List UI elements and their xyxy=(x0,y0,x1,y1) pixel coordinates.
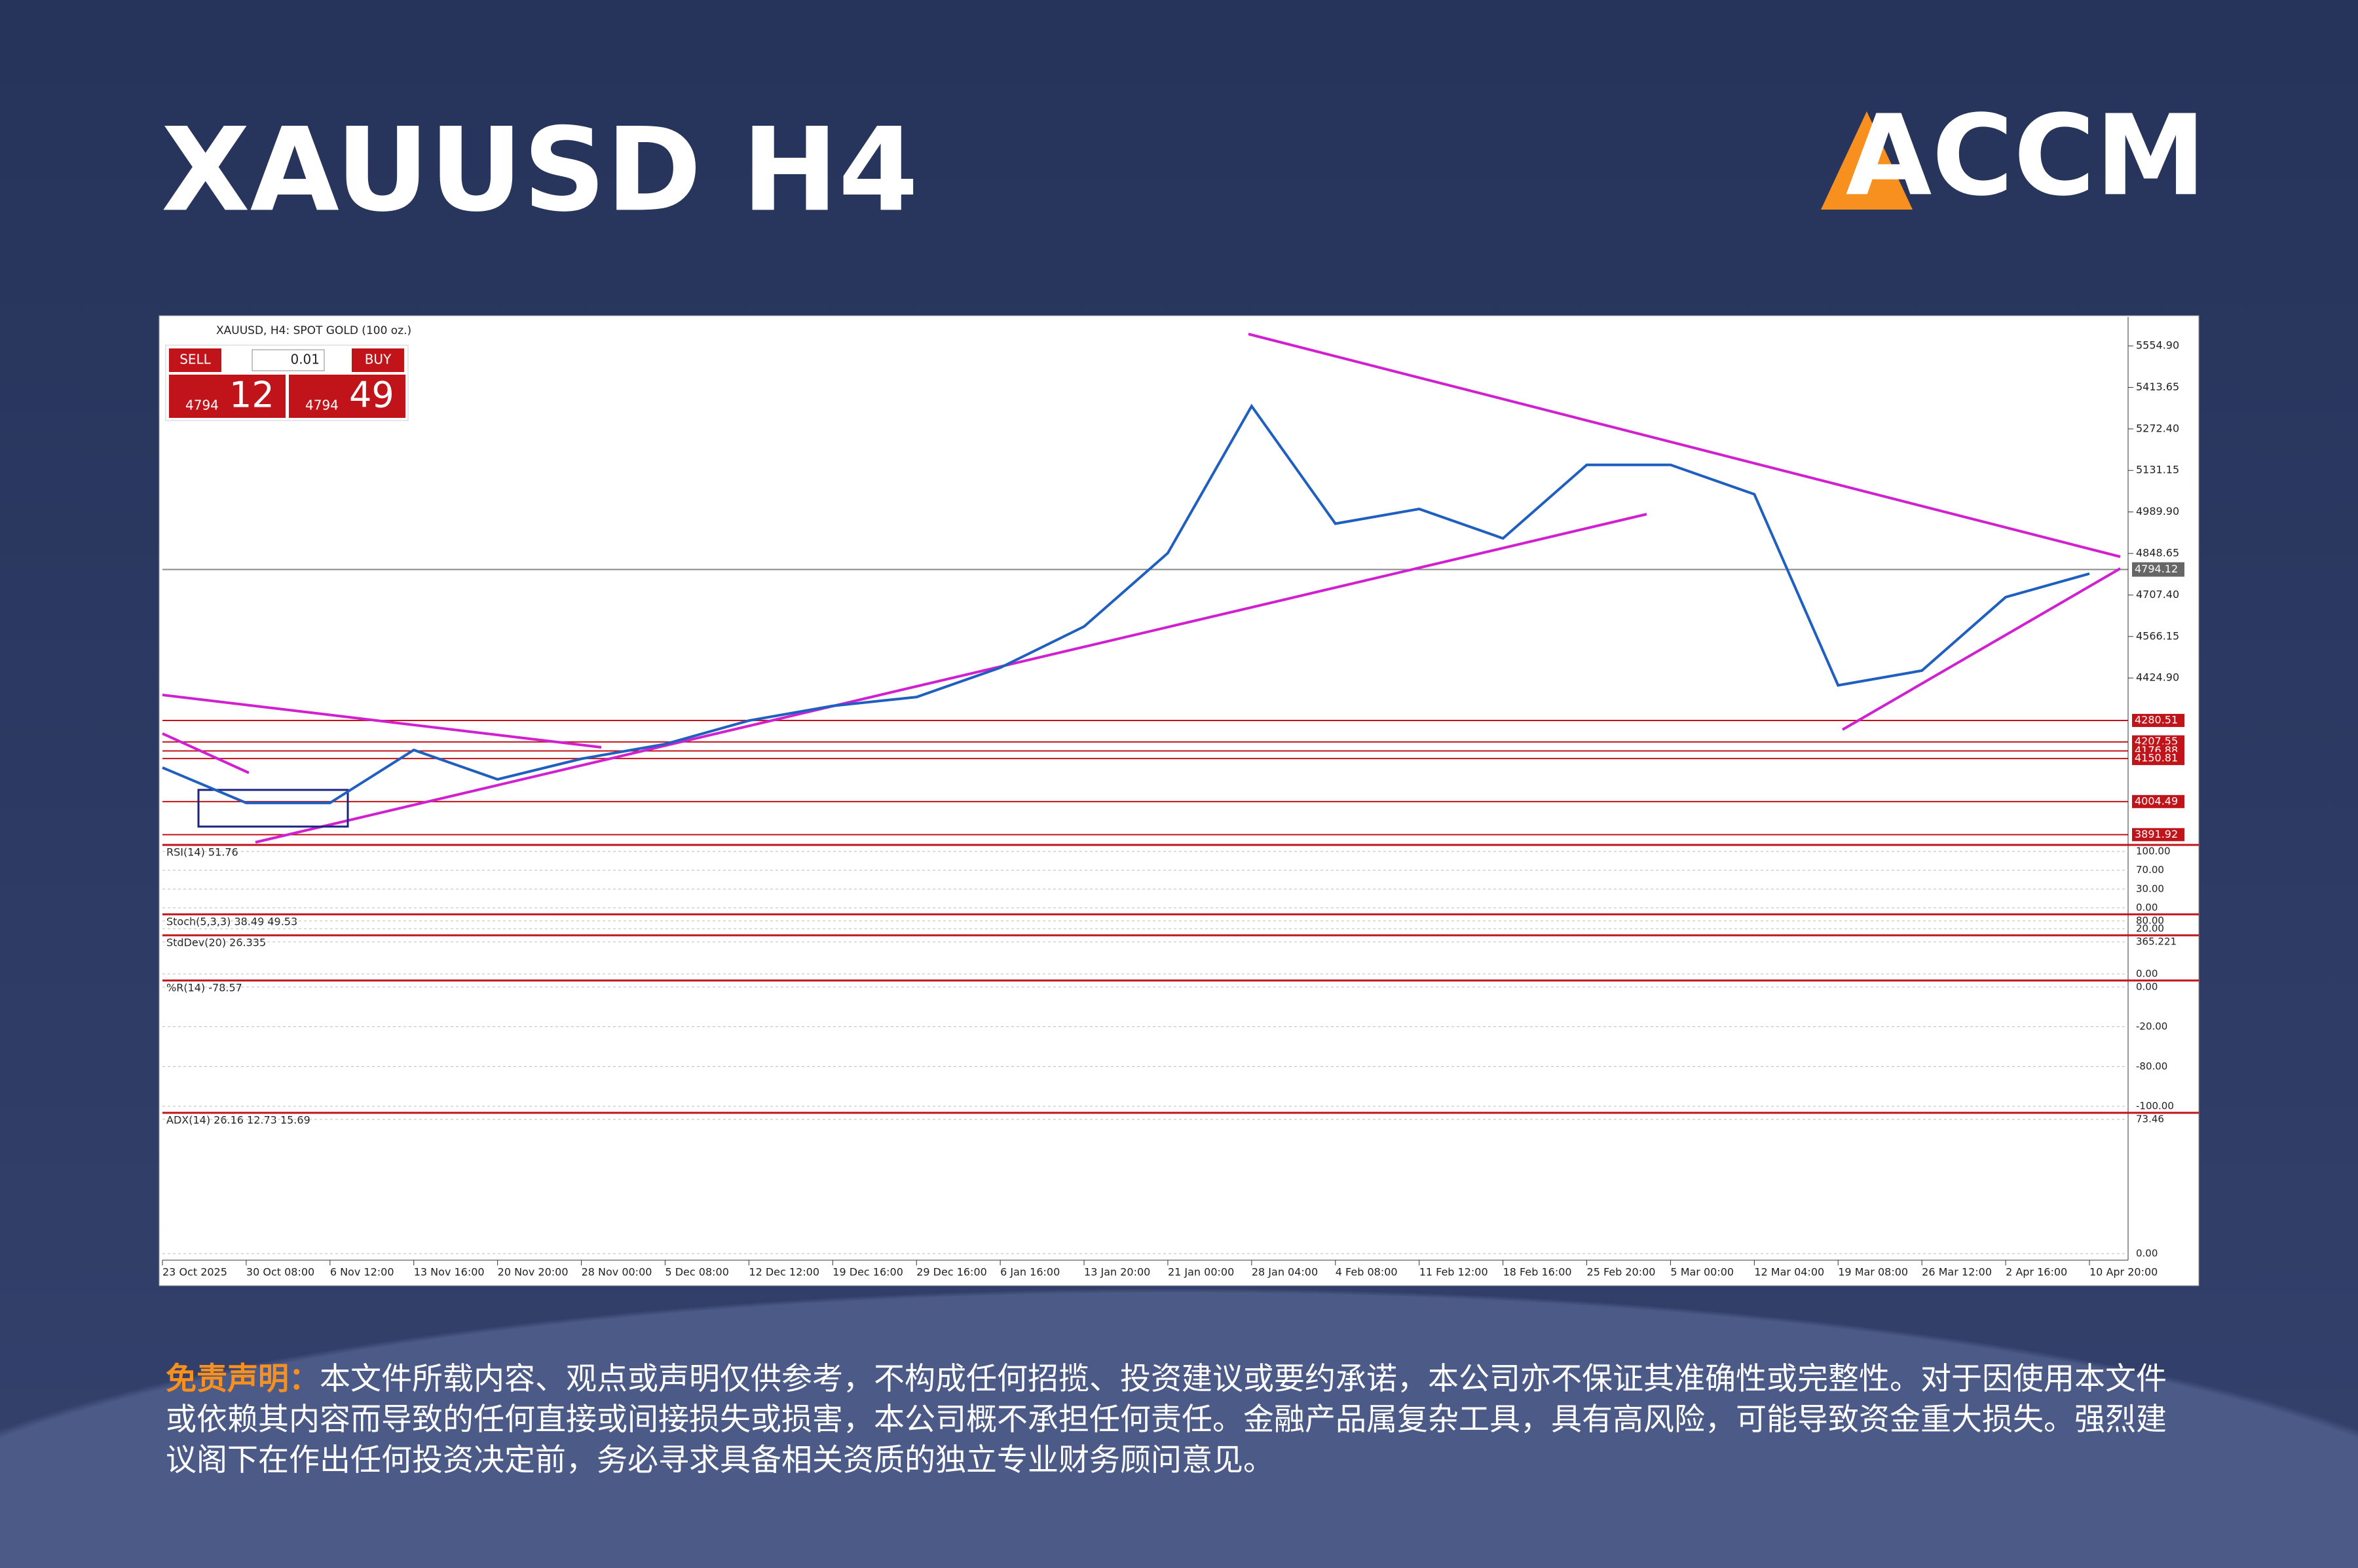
x-tick-label: 4 Feb 08:00 xyxy=(1336,1266,1398,1279)
indicator-label: StdDev(20) 26.335 xyxy=(166,937,266,949)
indicator-scale-label: 30.00 xyxy=(2136,883,2164,895)
y-tick-label: 4848.65 xyxy=(2136,547,2179,559)
price-line xyxy=(162,403,2090,804)
y-tick-label: 5554.90 xyxy=(2136,339,2179,352)
chart-panel xyxy=(159,315,2199,1286)
y-tick-label: 4566.15 xyxy=(2136,629,2179,642)
x-tick-label: 23 Oct 2025 xyxy=(162,1266,227,1279)
indicator-scale-label: 70.00 xyxy=(2136,864,2164,876)
y-tick-label: 4424.90 xyxy=(2136,671,2179,684)
trend-line xyxy=(162,732,250,774)
x-tick-label: 12 Mar 04:00 xyxy=(1754,1266,1824,1279)
current-price-box xyxy=(2132,562,2184,577)
sell-price-box xyxy=(169,375,286,418)
y-tick-label: 4707.40 xyxy=(2136,588,2179,601)
x-tick-label: 28 Jan 04:00 xyxy=(1252,1266,1318,1279)
indicator-scale-label: 0.00 xyxy=(2136,981,2158,993)
level-label-box xyxy=(2132,752,2184,766)
range-box xyxy=(197,789,349,828)
level-label-box xyxy=(2132,828,2184,842)
x-tick-label: 19 Mar 08:00 xyxy=(1838,1266,1908,1279)
indicator-scale-label: -20.00 xyxy=(2136,1020,2167,1032)
x-tick-label: 5 Dec 08:00 xyxy=(665,1266,728,1279)
level-label: 4280.51 xyxy=(2135,713,2178,726)
indicator-scale-label: 0.00 xyxy=(2136,902,2158,914)
x-tick-label: 28 Nov 00:00 xyxy=(582,1266,652,1279)
x-tick-label: 10 Apr 20:00 xyxy=(2089,1266,2158,1279)
indicator-label: Stoch(5,3,3) 38.49 49.53 xyxy=(166,916,297,928)
level-label: 4150.81 xyxy=(2135,752,2178,764)
sell-price: 4794 xyxy=(185,398,219,413)
level-label: 3891.92 xyxy=(2135,828,2178,840)
indicator-label: %R(14) -78.57 xyxy=(166,982,242,994)
y-tick-label: 5272.40 xyxy=(2136,422,2179,434)
x-tick-label: 13 Jan 20:00 xyxy=(1084,1266,1150,1279)
trend-line xyxy=(162,694,602,749)
disclaimer-text: 本文件所载内容、观点或声明仅供参考，不构成任何招揽、投资建议或要约承诺，本公司亦… xyxy=(166,1361,2167,1478)
x-tick-label: 5 Mar 00:00 xyxy=(1670,1266,1734,1279)
x-tick-label: 26 Mar 12:00 xyxy=(1922,1266,1992,1279)
indicator-scale-label: 0.00 xyxy=(2136,968,2158,980)
trend-line xyxy=(1841,567,2122,731)
chart: XAUUSD, H4: SPOT GOLD (100 oz.) SELL 0.01 B… xyxy=(162,317,2199,1279)
level-label-box xyxy=(2132,794,2184,808)
buy-label: BUY xyxy=(365,352,392,367)
y-tick-label: 4989.90 xyxy=(2136,505,2179,517)
x-tick-label: 11 Feb 12:00 xyxy=(1419,1266,1488,1279)
logo-mark xyxy=(1821,111,1913,210)
x-tick-label: 13 Nov 16:00 xyxy=(414,1266,485,1279)
chart-name: XAUUSD, H4: SPOT GOLD (100 oz.) xyxy=(216,324,411,337)
indicator-scale-label: 0.00 xyxy=(2136,1248,2158,1260)
indicator-scale-label: 365.221 xyxy=(2136,936,2177,948)
level-label-box xyxy=(2132,713,2184,727)
x-tick-label: 21 Jan 00:00 xyxy=(1168,1266,1234,1279)
indicator-label: ADX(14) 26.16 12.73 15.69 xyxy=(166,1114,310,1127)
x-tick-label: 6 Jan 16:00 xyxy=(1000,1266,1060,1279)
buy-button[interactable] xyxy=(352,348,404,372)
buy-price: 4794 xyxy=(305,398,339,413)
x-tick-label: 18 Feb 16:00 xyxy=(1503,1266,1572,1279)
logo: ACCM xyxy=(1846,91,2206,221)
trend-line xyxy=(1248,333,2121,558)
indicator-scale-label: 80.00 xyxy=(2136,915,2164,927)
x-tick-label: 19 Dec 16:00 xyxy=(833,1266,903,1279)
trend-line xyxy=(255,513,1647,844)
lot-input xyxy=(252,349,325,371)
y-tick-label: 5131.15 xyxy=(2136,464,2179,476)
sell-pips: 12 xyxy=(229,375,274,416)
x-tick-label: 25 Feb 20:00 xyxy=(1587,1266,1656,1279)
x-tick-label: 20 Nov 20:00 xyxy=(498,1266,569,1279)
lot-value: 0.01 xyxy=(290,352,320,367)
current-price-label: 4794.12 xyxy=(2135,563,2178,575)
disclaimer-label: 免责声明： xyxy=(166,1361,320,1397)
y-tick-label: 5413.65 xyxy=(2136,381,2179,393)
sell-button[interactable] xyxy=(169,348,221,372)
indicator-scale-label: -80.00 xyxy=(2136,1060,2167,1072)
level-label: 4207.55 xyxy=(2135,735,2178,747)
sell-label: SELL xyxy=(179,352,211,367)
x-tick-label: 6 Nov 12:00 xyxy=(330,1266,394,1279)
indicator-scale-label: 20.00 xyxy=(2136,923,2164,935)
buy-price-box xyxy=(289,375,405,418)
indicator-scale-label: 100.00 xyxy=(2136,846,2171,857)
indicator-scale-label: 73.46 xyxy=(2136,1113,2164,1125)
x-tick-label: 2 Apr 16:00 xyxy=(2006,1266,2067,1279)
buy-pips: 49 xyxy=(349,375,394,416)
indicator-label: RSI(14) 51.76 xyxy=(166,846,238,859)
indicator-scale-label: -100.00 xyxy=(2136,1100,2174,1112)
level-label: 4004.49 xyxy=(2135,794,2178,807)
disclaimer: 免责声明：本文件所载内容、观点或声明仅供参考，不构成任何招揽、投资建议或要约承诺… xyxy=(166,1359,2183,1481)
x-tick-label: 30 Oct 08:00 xyxy=(246,1266,314,1279)
x-tick-label: 12 Dec 12:00 xyxy=(749,1266,819,1279)
title: XAUUSD H4 xyxy=(161,103,918,237)
x-tick-label: 29 Dec 16:00 xyxy=(916,1266,987,1279)
